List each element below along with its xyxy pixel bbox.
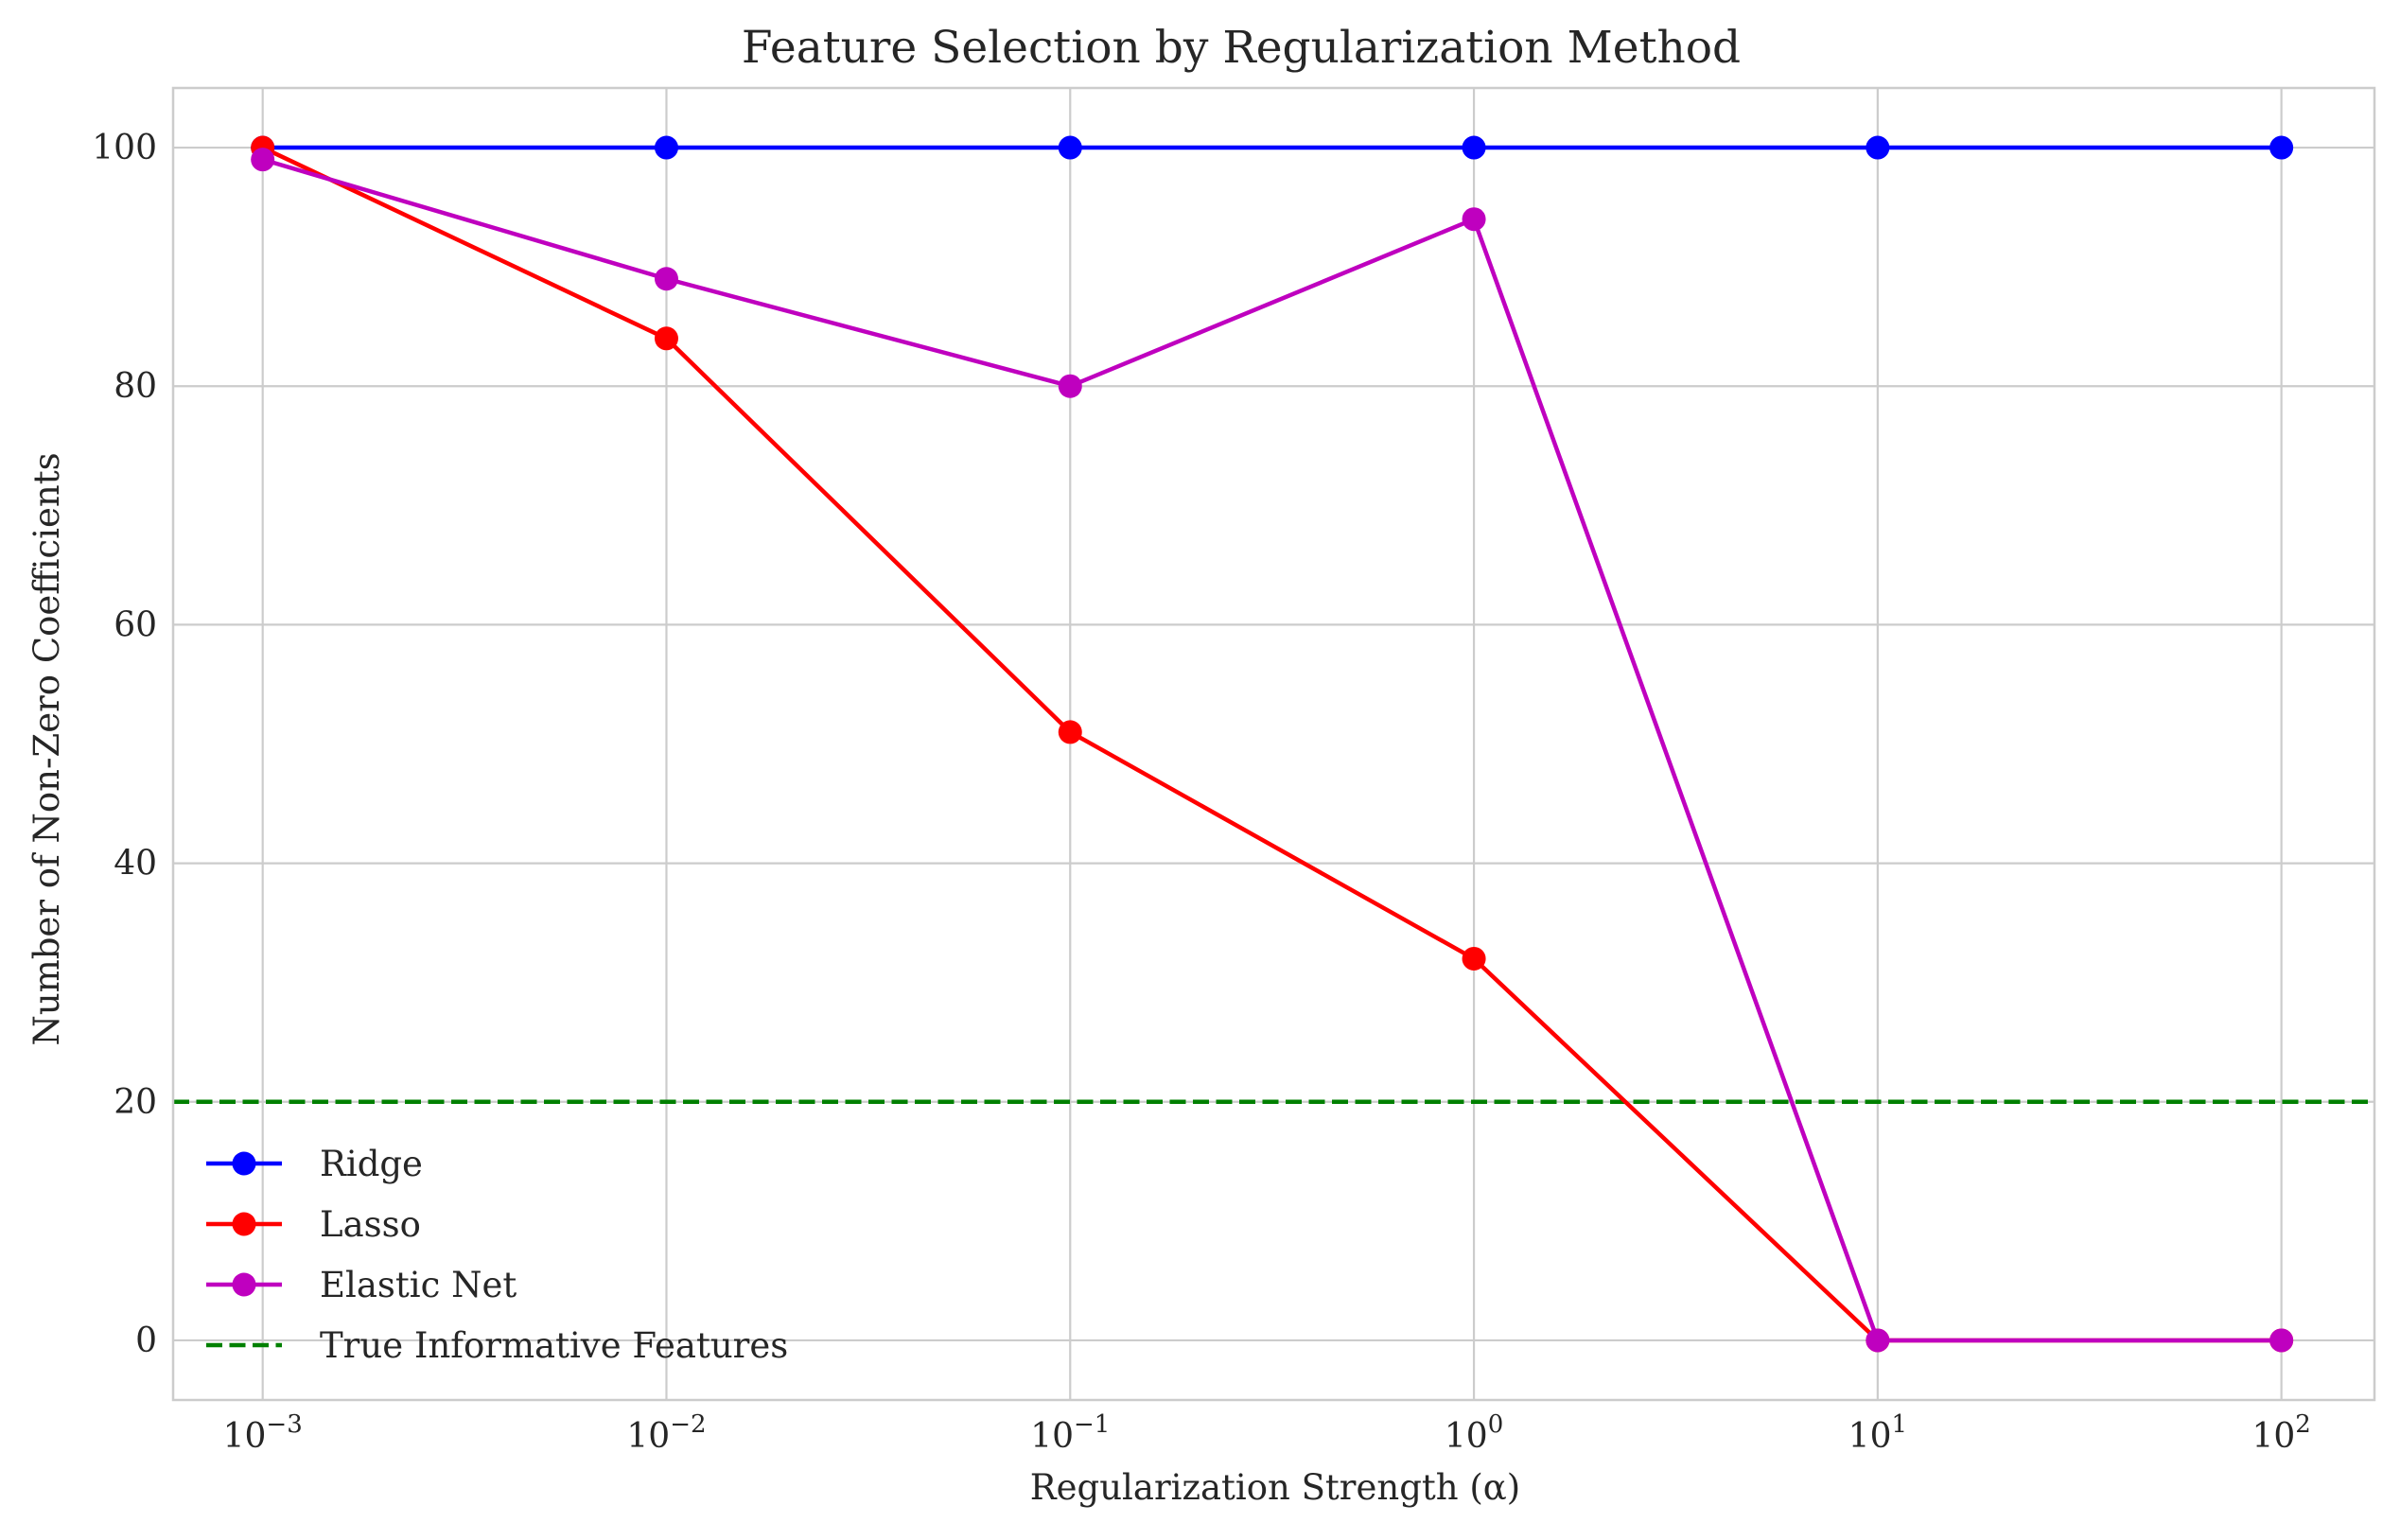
x-tick-label: 101 <box>1848 1410 1907 1456</box>
legend-item-true-informative-features: True Informative Features <box>206 1325 788 1366</box>
x-tick-exponent: −1 <box>1074 1410 1110 1439</box>
x-tick-base: 10 <box>1445 1417 1488 1456</box>
plot-frame <box>171 86 2376 1402</box>
x-tick-exponent: 2 <box>2295 1410 2311 1439</box>
legend-marker <box>232 1272 256 1297</box>
series-line-elastic-net <box>262 157 2282 1343</box>
y-tick-label: 100 <box>92 129 157 167</box>
x-tick-base: 10 <box>1848 1417 1892 1456</box>
x-tick-base: 10 <box>626 1417 670 1456</box>
y-axis-title: Number of Non-Zero Coefficients <box>26 452 67 1045</box>
y-tick-label: 60 <box>114 605 157 644</box>
legend-label: Lasso <box>320 1204 421 1245</box>
y-tick-label: 0 <box>135 1321 157 1360</box>
legend-item-elastic-net: Elastic Net <box>206 1265 517 1305</box>
x-tick-labels: 10−3 10−2 10−1 100 101 102 <box>223 1410 2311 1456</box>
legend-item-lasso: Lasso <box>206 1204 421 1245</box>
data-point-ridge <box>1866 135 1890 160</box>
data-point-lasso <box>654 326 678 351</box>
series-elastic-net <box>251 148 2294 1353</box>
x-tick-exponent: −2 <box>670 1410 706 1439</box>
x-tick-exponent: −3 <box>266 1410 302 1439</box>
x-tick-base: 10 <box>1030 1417 1074 1456</box>
data-point-ridge <box>1462 135 1486 160</box>
data-point-lasso <box>1462 946 1486 971</box>
x-tick-exponent: 1 <box>1891 1410 1907 1439</box>
y-tick-label: 80 <box>114 367 157 406</box>
x-tick-exponent: 0 <box>1488 1410 1504 1439</box>
x-tick-label: 10−2 <box>626 1410 706 1456</box>
legend-label: True Informative Features <box>320 1325 788 1366</box>
data-point-elastic-net <box>654 267 678 291</box>
data-point-ridge <box>654 135 678 160</box>
y-tick-label: 40 <box>114 845 157 884</box>
legend-item-ridge: Ridge <box>206 1144 423 1184</box>
data-point-elastic-net <box>1058 374 1082 398</box>
y-tick-labels: 0 20 40 60 80 100 <box>92 129 157 1360</box>
legend-marker <box>232 1212 256 1236</box>
data-point-elastic-net <box>2269 1328 2294 1353</box>
data-point-elastic-net <box>1462 207 1486 232</box>
data-point-elastic-net <box>251 148 275 172</box>
x-axis-title: Regularization Strength (α) <box>1030 1467 1520 1508</box>
series-layer <box>251 135 2294 1353</box>
x-tick-base: 10 <box>223 1417 267 1456</box>
x-tick-label: 10−1 <box>1030 1410 1110 1456</box>
legend-marker <box>232 1151 256 1176</box>
data-point-ridge <box>1058 135 1082 160</box>
legend: Ridge Lasso Elastic Net True Informative Fe… <box>206 1144 788 1366</box>
x-tick-label: 100 <box>1445 1410 1503 1456</box>
y-tick-label: 20 <box>114 1083 157 1122</box>
data-point-lasso <box>1058 720 1082 744</box>
x-tick-label: 10−3 <box>223 1410 303 1456</box>
data-point-elastic-net <box>1866 1328 1890 1353</box>
x-tick-base: 10 <box>2251 1417 2295 1456</box>
data-point-ridge <box>2269 135 2294 160</box>
chart-title: Feature Selection by Regularization Meth… <box>742 22 1741 74</box>
legend-label: Ridge <box>320 1144 423 1184</box>
legend-label: Elastic Net <box>320 1265 517 1305</box>
x-tick-label: 102 <box>2251 1410 2310 1456</box>
